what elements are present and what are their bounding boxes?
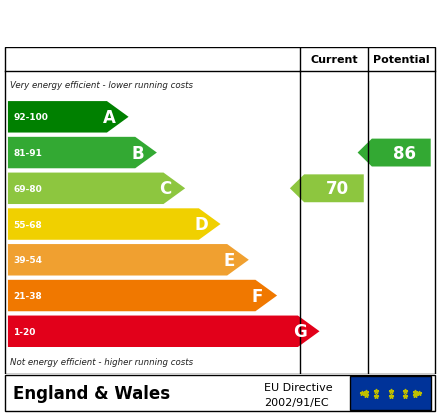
Text: E: E	[224, 251, 235, 269]
Polygon shape	[8, 244, 249, 276]
Text: 86: 86	[393, 144, 416, 162]
Text: England & Wales: England & Wales	[13, 385, 170, 402]
Text: Current: Current	[310, 55, 358, 65]
Polygon shape	[8, 102, 128, 133]
Text: Not energy efficient - higher running costs: Not energy efficient - higher running co…	[10, 357, 193, 366]
Text: Very energy efficient - lower running costs: Very energy efficient - lower running co…	[10, 81, 193, 90]
Text: B: B	[131, 144, 144, 162]
Polygon shape	[290, 175, 364, 203]
Text: F: F	[252, 287, 263, 305]
Text: EU Directive: EU Directive	[264, 382, 333, 392]
Text: 92-100: 92-100	[13, 113, 48, 122]
Text: 55-68: 55-68	[13, 220, 42, 229]
Text: 1-20: 1-20	[13, 327, 36, 336]
Text: 39-54: 39-54	[13, 256, 42, 265]
Text: A: A	[103, 109, 116, 126]
Polygon shape	[8, 316, 319, 347]
Polygon shape	[358, 139, 431, 167]
Text: 81-91: 81-91	[13, 149, 42, 158]
Text: Energy Efficiency Rating: Energy Efficiency Rating	[11, 14, 299, 34]
Polygon shape	[8, 173, 185, 204]
Bar	[350, 377, 431, 410]
Text: C: C	[160, 180, 172, 198]
Text: Potential: Potential	[373, 55, 429, 65]
Text: 2002/91/EC: 2002/91/EC	[264, 397, 329, 407]
Polygon shape	[8, 138, 157, 169]
Text: G: G	[293, 323, 307, 340]
Text: D: D	[194, 216, 208, 233]
Polygon shape	[8, 280, 277, 311]
Polygon shape	[8, 209, 220, 240]
Text: 70: 70	[325, 180, 348, 198]
Text: 21-38: 21-38	[13, 291, 42, 300]
Text: 69-80: 69-80	[13, 184, 42, 193]
